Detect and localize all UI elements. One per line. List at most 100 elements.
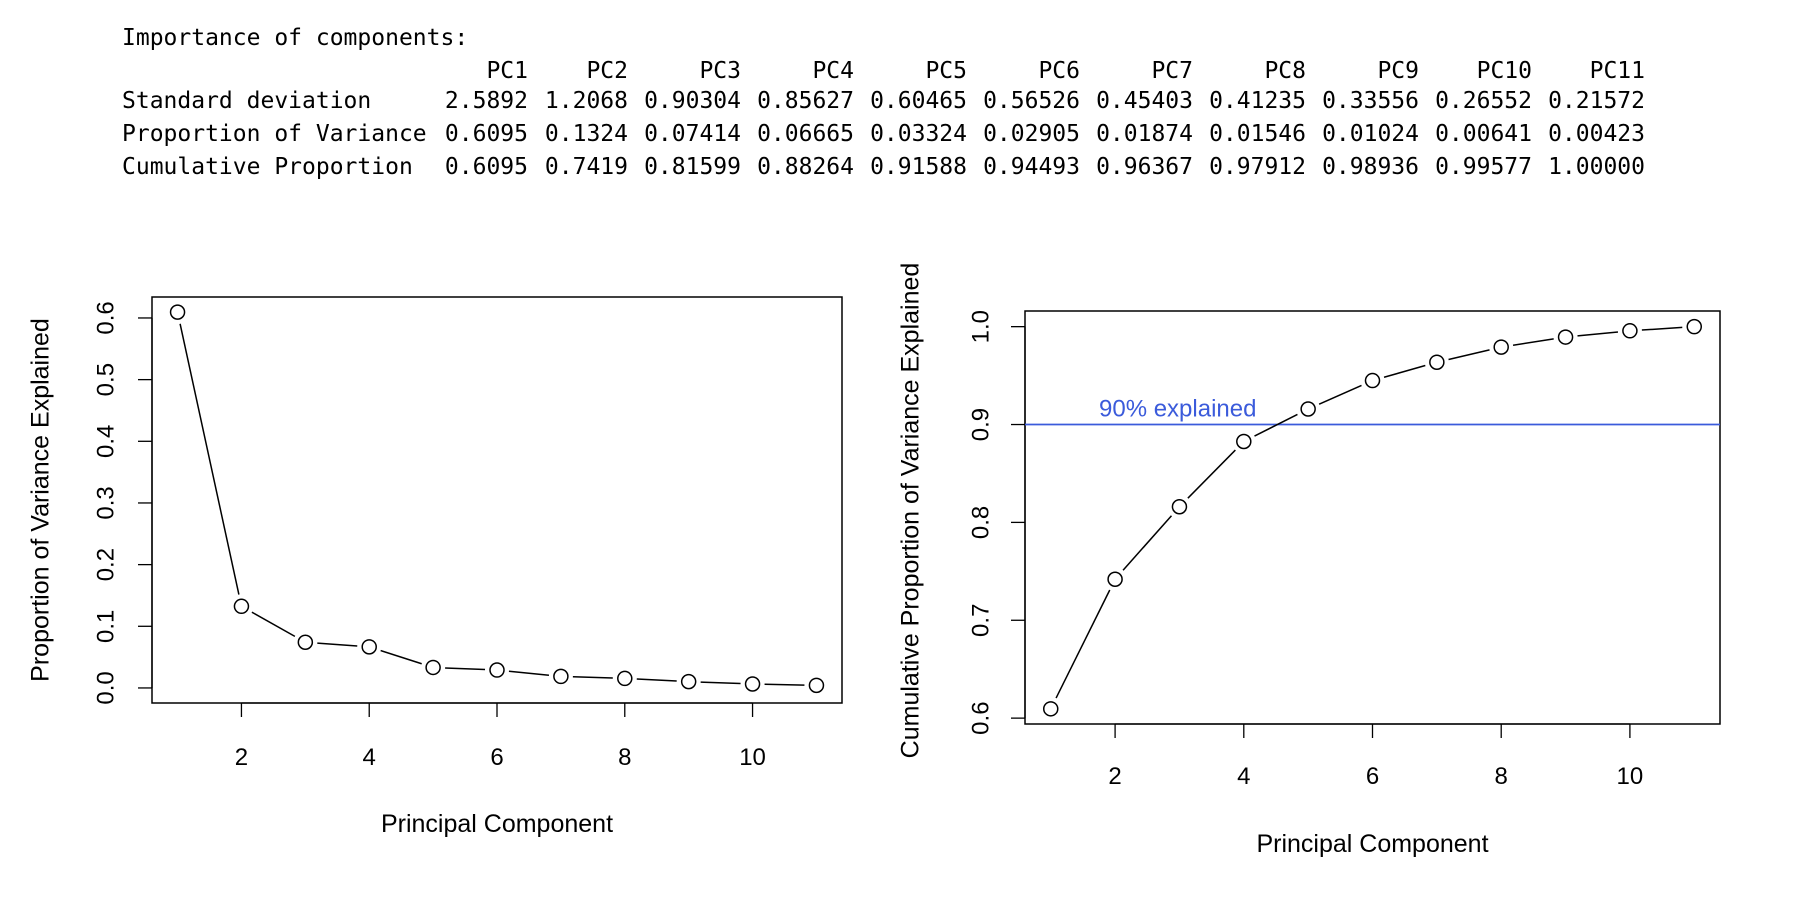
summary-title: Importance of components: [122, 25, 469, 51]
series-segment [1187, 449, 1236, 499]
summary-cell: 0.07414 [644, 121, 741, 147]
summary-header-row: PC1 PC2 PC3 PC4 PC5 PC6 PC7 PC8 PC9 PC10 PC11 [122, 55, 1645, 85]
summary-cell: 0.01024 [1322, 121, 1419, 147]
column-header-pc11: PC11 [1589, 58, 1645, 84]
summary-cell: 0.96367 [1096, 154, 1193, 180]
column-header-pc5: PC5 [925, 58, 967, 84]
y-tick-label: 1.0 [967, 310, 994, 343]
series-segment [380, 649, 422, 665]
series-segment [445, 667, 486, 671]
column-header-pc2: PC2 [586, 58, 628, 84]
summary-cell: 0.06665 [757, 121, 854, 147]
y-tick-label: 0.0 [92, 671, 119, 704]
summary-cell: 0.97912 [1209, 154, 1306, 180]
summary-cell: 0.81599 [644, 154, 741, 180]
series-segment [1383, 364, 1426, 378]
summary-row-label: Proportion of Variance [122, 121, 427, 147]
y-tick-label: 0.7 [967, 604, 994, 637]
series-segment [764, 683, 805, 686]
series-segment [1512, 338, 1554, 346]
y-tick-label: 0.6 [967, 701, 994, 734]
data-point [1557, 329, 1574, 345]
summary-cell: 0.01546 [1209, 121, 1306, 147]
summary-cell: 0.88264 [757, 154, 854, 180]
y-axis-label: Proportion of Variance Explained [27, 318, 55, 682]
column-header-pc3: PC3 [699, 58, 741, 84]
data-point [808, 677, 825, 694]
x-tick-label: 10 [1617, 763, 1644, 790]
series-segment [251, 611, 296, 638]
y-tick-label: 0.2 [92, 548, 119, 581]
summary-cell: 0.00423 [1548, 121, 1645, 147]
data-point [553, 668, 569, 685]
summary-cell: 0.33556 [1322, 88, 1419, 114]
data-point [1686, 318, 1703, 335]
x-tick-label: 8 [618, 744, 631, 771]
chart-1: 2 4 6 8 10 0.0 0.1 0.2 0.3 0.4 0.5 0.6 Principal Com… [27, 296, 843, 838]
column-header-pc7: PC7 [1151, 58, 1193, 84]
data-point [1107, 571, 1123, 588]
x-tick-label: 4 [1237, 763, 1250, 790]
column-header-pc1: PC1 [486, 58, 528, 84]
column-header-pc10: PC10 [1476, 58, 1532, 84]
summary-cell: 0.6095 [444, 121, 528, 147]
summary-cell: 0.91588 [870, 154, 967, 180]
summary-cell: 0.60465 [870, 88, 967, 114]
summary-row: Cumulative Proportion 0.6095 0.7419 0.81599… [122, 151, 1645, 184]
x-tick-label: 8 [1495, 763, 1508, 790]
summary-cell: 1.2068 [544, 88, 628, 114]
y-tick-label: 0.3 [92, 486, 119, 519]
column-header-pc8: PC8 [1264, 58, 1306, 84]
data-point [1429, 354, 1445, 370]
data-point [297, 634, 314, 650]
x-tick-label: 4 [363, 744, 376, 771]
series-segment [1122, 515, 1173, 571]
column-header-pc4: PC4 [812, 58, 854, 84]
pca-summary: Importance of components: PC1 PC2 PC3 PC4 PC… [122, 22, 1645, 184]
series-segment [572, 676, 613, 679]
x-tick-label: 10 [739, 744, 766, 771]
summary-cell: 0.1324 [544, 121, 628, 147]
summary-cell: 0.03324 [870, 121, 967, 147]
series-segment [179, 323, 240, 595]
y-tick-label: 0.1 [92, 610, 119, 643]
data-point [1171, 498, 1188, 515]
summary-cell: 0.6095 [444, 154, 528, 180]
summary-cell: 0.00641 [1435, 121, 1532, 147]
series-segment [1448, 349, 1490, 361]
summary-row: Proportion of Variance 0.6095 0.1324 0.0741… [122, 118, 1645, 151]
column-header-pc9: PC9 [1377, 58, 1419, 84]
data-point [1622, 323, 1638, 339]
reference-line-label: 90% explained [1099, 396, 1256, 423]
summary-cell: 0.94493 [983, 154, 1080, 180]
series-segment [1055, 589, 1111, 699]
data-point [1364, 372, 1381, 389]
series-segment [317, 642, 358, 647]
summary-cell: 0.99577 [1435, 154, 1532, 180]
series-segment [1318, 384, 1362, 405]
series-segment [1254, 413, 1298, 437]
y-tick-label: 0.8 [967, 506, 994, 539]
summary-cell: 0.21572 [1548, 88, 1645, 114]
series-segment [508, 670, 550, 676]
summary-cell: 1.00000 [1548, 154, 1645, 180]
summary-cell: 0.85627 [757, 88, 854, 114]
data-point [744, 676, 761, 692]
y-axis-label: Cumulative Proportion of Variance Explai… [897, 263, 925, 759]
data-point [1493, 339, 1509, 355]
x-axis-label: Principal Component [1256, 830, 1488, 858]
data-point [425, 659, 441, 676]
summary-cell: 0.98936 [1322, 154, 1419, 180]
summary-row: Standard deviation 2.5892 1.2068 0.90304 0.8… [122, 85, 1645, 118]
x-tick-label: 6 [490, 744, 503, 771]
series-segment [1577, 331, 1619, 337]
data-point [361, 639, 377, 655]
series-segment [1641, 326, 1683, 331]
summary-row-label: Standard deviation [122, 88, 372, 114]
y-tick-label: 0.5 [92, 363, 119, 396]
data-point [1300, 401, 1316, 417]
summary-rows: Standard deviation 2.5892 1.2068 0.90304 0.8… [122, 85, 1645, 184]
series-segment [700, 681, 741, 685]
series-segment [636, 678, 677, 682]
summary-cell: 0.01874 [1096, 121, 1193, 147]
